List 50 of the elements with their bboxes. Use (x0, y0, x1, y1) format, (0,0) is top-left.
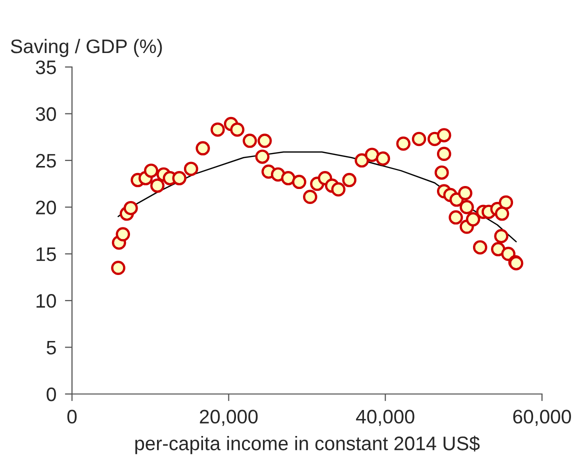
point (434, 165, 449, 180)
point (172, 171, 186, 186)
point (258, 134, 272, 148)
point (342, 172, 356, 188)
point (111, 260, 126, 275)
point (396, 136, 410, 151)
point (491, 242, 506, 256)
x-axis-title: per-capita income in constant 2014 US$ (135, 436, 480, 454)
point (150, 178, 165, 193)
point (331, 182, 346, 197)
point (210, 122, 225, 137)
y-tick-label: 20 (36, 200, 56, 214)
point (124, 200, 138, 216)
point (436, 128, 452, 142)
point (116, 227, 130, 242)
point (376, 151, 390, 166)
point (292, 174, 306, 190)
y-tick-label: 5 (46, 340, 56, 355)
x-tick-label: 60,000 (513, 410, 571, 426)
point (472, 240, 488, 254)
point (281, 171, 296, 186)
point (242, 134, 257, 148)
line-series (118, 151, 517, 242)
x-tick-label: 40,000 (356, 410, 414, 426)
point (364, 148, 380, 162)
x-tick-label: 0 (67, 410, 77, 424)
x-tick-label: 20,000 (200, 410, 258, 426)
point (448, 210, 463, 225)
point (466, 212, 480, 226)
y-tick-label: 25 (36, 154, 56, 168)
point (354, 153, 369, 168)
y-tick-label: 30 (36, 107, 56, 121)
point (460, 200, 474, 214)
y-tick-label: 35 (36, 60, 56, 74)
point (436, 146, 452, 162)
y-tick-label: 15 (36, 248, 56, 262)
y-tick-label: 0 (46, 387, 56, 402)
point (196, 141, 210, 156)
point (498, 195, 514, 210)
point (144, 164, 158, 178)
point (184, 162, 198, 176)
point (494, 228, 508, 244)
y-tick-label: 10 (36, 294, 56, 308)
point (412, 132, 426, 146)
point (303, 190, 318, 204)
point (230, 122, 244, 137)
y-axis-title: Saving / GDP (%) (10, 38, 162, 58)
point (494, 206, 510, 221)
point (458, 186, 472, 200)
point (255, 150, 270, 164)
